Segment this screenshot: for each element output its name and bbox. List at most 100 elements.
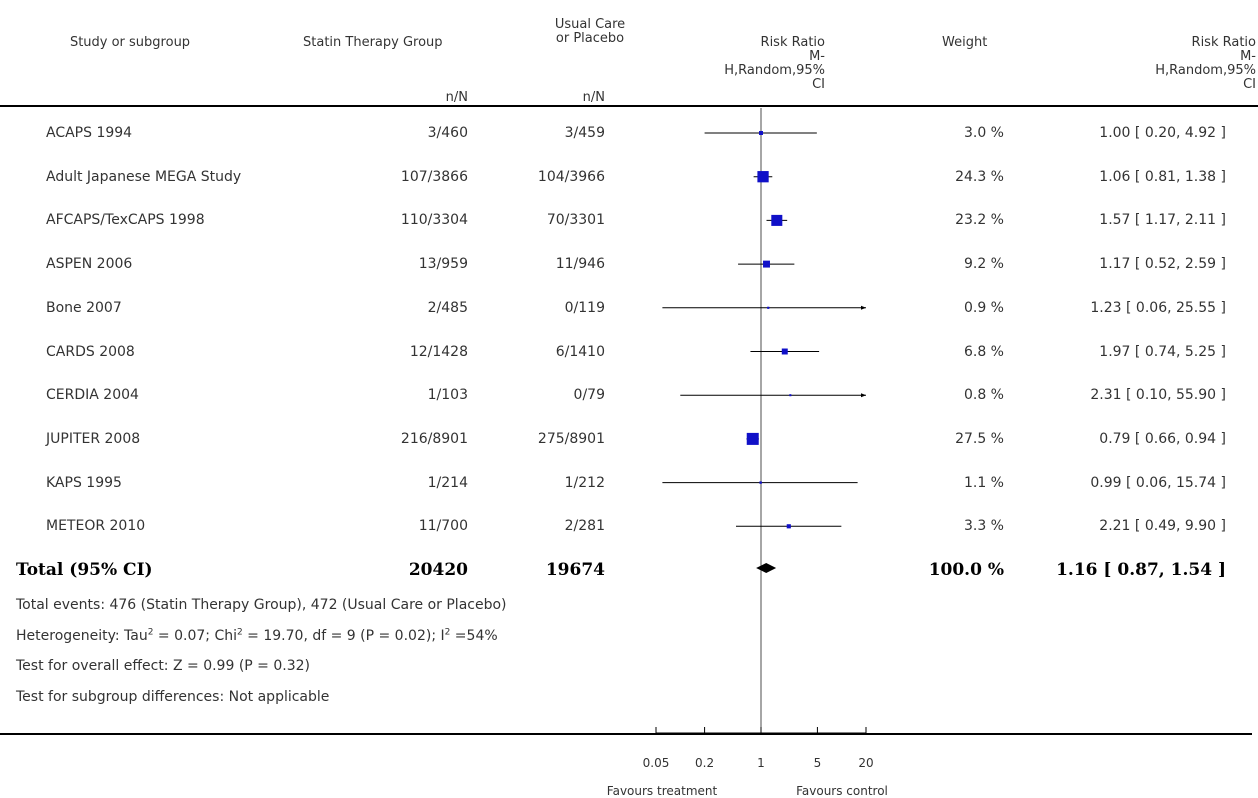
- x-tick-label: 0.2: [695, 756, 714, 770]
- point-estimate-marker: [757, 171, 769, 183]
- study-name: ASPEN 2006: [46, 256, 133, 273]
- header-rr-ci-1: Risk Ratio: [1191, 35, 1256, 50]
- ci-value: 1.17 [ 0.52, 2.59 ]: [1099, 256, 1226, 273]
- x-tick-label: 20: [858, 756, 873, 770]
- x-tick-label: 1: [757, 756, 765, 770]
- header-control-nn: n/N: [582, 90, 605, 105]
- point-estimate-marker: [771, 214, 783, 226]
- total-control: 19674: [545, 560, 605, 580]
- weight-value: 9.2 %: [963, 256, 1004, 273]
- footer-overall-effect: Test for overall effect: Z = 0.99 (P = 0…: [16, 658, 310, 674]
- x-tick-label: 0.05: [643, 756, 670, 770]
- study-name: Adult Japanese MEGA Study: [46, 168, 242, 185]
- control-events: 104/3966: [537, 168, 605, 185]
- study-name: AFCAPS/TexCAPS 1998: [46, 212, 205, 229]
- study-name: CERDIA 2004: [46, 387, 139, 404]
- treatment-events: 1/103: [427, 387, 468, 404]
- x-tick-label: 5: [814, 756, 822, 770]
- control-events: 6/1410: [555, 343, 605, 360]
- weight-value: 27.5 %: [955, 430, 1004, 447]
- control-events: 0/119: [564, 299, 605, 316]
- weight-value: 23.2 %: [955, 212, 1004, 229]
- point-estimate-marker: [759, 481, 762, 484]
- footer-heterogeneity: Heterogeneity: Tau2 = 0.07; Chi2 = 19.70…: [16, 628, 498, 644]
- header-rr-1: Risk Ratio: [760, 35, 825, 50]
- study-name: CARDS 2008: [46, 343, 135, 360]
- ci-value: 1.57 [ 1.17, 2.11 ]: [1099, 212, 1226, 229]
- treatment-events: 1/214: [427, 474, 468, 491]
- treatment-events: 216/8901: [400, 430, 468, 447]
- treatment-events: 11/700: [418, 518, 468, 535]
- header-rr-ci-2: M-: [1240, 49, 1256, 64]
- point-estimate-marker: [767, 306, 770, 309]
- total-treatment: 20420: [408, 560, 468, 580]
- het-part-b: = 0.07; Chi: [153, 628, 237, 644]
- weight-value: 0.8 %: [963, 387, 1004, 404]
- weight-value: 3.3 %: [963, 518, 1004, 535]
- het-part-d: =54%: [450, 628, 498, 644]
- treatment-events: 3/460: [427, 125, 468, 141]
- header-weight: Weight: [942, 35, 988, 50]
- het-part-a: Heterogeneity: Tau: [16, 628, 148, 644]
- control-events: 0/79: [573, 387, 605, 404]
- total-label: Total (95% CI): [16, 560, 153, 580]
- point-estimate-marker: [786, 524, 791, 529]
- point-estimate-marker: [746, 432, 759, 445]
- header-control-2: or Placebo: [555, 31, 625, 46]
- ci-arrow-right: [861, 305, 866, 310]
- header-control-1: Usual Care: [554, 17, 626, 32]
- point-estimate-marker: [781, 348, 788, 355]
- bottom-rule: [0, 733, 1252, 735]
- favours-treatment-label: Favours treatment: [607, 784, 718, 798]
- total-weight: 100.0 %: [928, 560, 1004, 580]
- point-estimate-marker: [789, 394, 792, 397]
- study-name: METEOR 2010: [46, 518, 146, 535]
- header-study: Study or subgroup: [69, 35, 191, 50]
- weight-value: 3.0 %: [963, 125, 1004, 141]
- control-events: 70/3301: [546, 212, 605, 229]
- footer-subgroup: Test for subgroup differences: Not appli…: [16, 689, 330, 705]
- treatment-events: 110/3304: [400, 212, 468, 229]
- ci-value: 1.06 [ 0.81, 1.38 ]: [1099, 168, 1226, 185]
- ci-value: 2.21 [ 0.49, 9.90 ]: [1099, 518, 1226, 535]
- weight-value: 6.8 %: [963, 343, 1004, 360]
- control-events: 275/8901: [537, 430, 605, 447]
- study-name: Bone 2007: [46, 299, 122, 316]
- ci-arrow-right: [861, 393, 866, 398]
- treatment-events: 13/959: [418, 256, 468, 273]
- total-ci: 1.16 [ 0.87, 1.54 ]: [1056, 560, 1226, 580]
- weight-value: 1.1 %: [963, 474, 1004, 491]
- favours-control-label: Favours control: [796, 784, 888, 798]
- treatment-events: 107/3866: [400, 168, 468, 185]
- header-rule: [0, 105, 1258, 107]
- ci-value: 2.31 [ 0.10, 55.90 ]: [1090, 387, 1226, 404]
- control-events: 1/212: [564, 474, 605, 491]
- study-name: ACAPS 1994: [46, 125, 133, 141]
- treatment-events: 2/485: [427, 299, 468, 316]
- ci-value: 1.00 [ 0.20, 4.92 ]: [1099, 125, 1226, 141]
- study-name: KAPS 1995: [46, 474, 122, 491]
- ci-value: 0.99 [ 0.06, 15.74 ]: [1090, 474, 1226, 491]
- het-sup-2: 2: [237, 627, 243, 638]
- weight-value: 24.3 %: [955, 168, 1004, 185]
- header-treatment-nn: n/N: [445, 90, 468, 105]
- total-diamond: [756, 563, 777, 573]
- ci-value: 1.23 [ 0.06, 25.55 ]: [1090, 299, 1226, 316]
- weight-value: 0.9 %: [963, 299, 1004, 316]
- ci-value: 1.97 [ 0.74, 5.25 ]: [1099, 343, 1226, 360]
- het-sup-1: 2: [147, 627, 154, 638]
- header-rr-4: CI: [812, 77, 825, 92]
- control-events: 2/281: [564, 518, 605, 535]
- header-rr-3: H,Random,95%: [724, 63, 825, 78]
- point-estimate-marker: [763, 260, 770, 268]
- het-sup-3: 2: [444, 627, 451, 638]
- control-events: 3/459: [564, 125, 605, 141]
- point-estimate-marker: [759, 131, 763, 135]
- footer-events: Total events: 476 (Statin Therapy Group)…: [16, 597, 507, 613]
- header-treatment: Statin Therapy Group: [303, 35, 443, 50]
- header-rr-ci-3: H,Random,95%: [1155, 63, 1256, 78]
- treatment-events: 12/1428: [409, 343, 468, 360]
- header-rr-ci-4: CI: [1243, 77, 1256, 92]
- study-name: JUPITER 2008: [46, 430, 141, 447]
